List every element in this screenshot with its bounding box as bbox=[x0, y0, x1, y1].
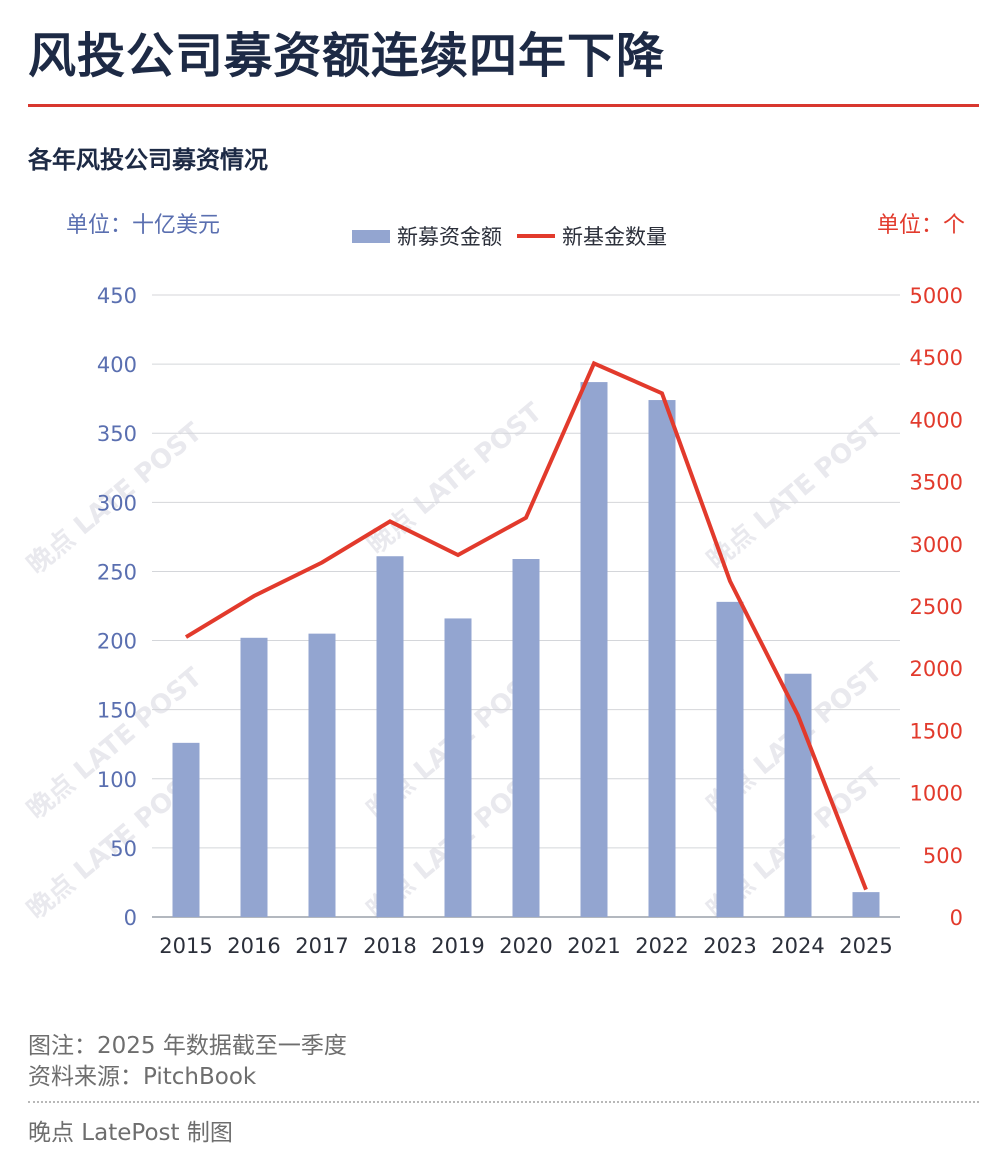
legend-label-bar: 新募资金额 bbox=[397, 225, 502, 249]
title-divider bbox=[28, 104, 979, 107]
x-tick-label: 2016 bbox=[227, 934, 280, 958]
axes: 0501001502002503003504004500500100015002… bbox=[66, 213, 965, 958]
x-tick-label: 2019 bbox=[431, 934, 484, 958]
credit-line: 晚点 LatePost 制图 bbox=[28, 1120, 233, 1146]
left-tick-label: 100 bbox=[97, 768, 137, 792]
right-tick-label: 0 bbox=[950, 906, 963, 930]
bar-2025 bbox=[852, 892, 880, 917]
right-tick-label: 3500 bbox=[910, 471, 963, 495]
watermark-text: 晚点 LATE POST bbox=[701, 411, 888, 575]
right-tick-label: 2000 bbox=[910, 657, 963, 681]
left-tick-label: 400 bbox=[97, 353, 137, 377]
x-tick-label: 2017 bbox=[295, 934, 348, 958]
bar-2021 bbox=[580, 382, 608, 917]
bar-series bbox=[172, 382, 880, 917]
bar-2015 bbox=[172, 742, 200, 917]
legend-bar-swatch bbox=[352, 230, 390, 243]
x-tick-label: 2023 bbox=[703, 934, 756, 958]
bar-2023 bbox=[716, 601, 744, 917]
left-tick-label: 250 bbox=[97, 560, 137, 584]
left-tick-label: 300 bbox=[97, 491, 137, 515]
bar-2016 bbox=[240, 637, 268, 917]
line-series bbox=[184, 360, 868, 891]
left-tick-label: 150 bbox=[97, 699, 137, 723]
x-tick-label: 2024 bbox=[771, 934, 824, 958]
left-axis-unit: 单位：十亿美元 bbox=[66, 213, 220, 238]
bar-2019 bbox=[444, 618, 472, 917]
legend: 新募资金额 新基金数量 bbox=[352, 225, 667, 249]
right-tick-label: 1000 bbox=[910, 782, 963, 806]
left-tick-label: 50 bbox=[110, 837, 137, 861]
x-tick-label: 2021 bbox=[567, 934, 620, 958]
right-tick-label: 4500 bbox=[910, 346, 963, 370]
left-tick-label: 0 bbox=[124, 906, 137, 930]
page-title: 风投公司募资额连续四年下降 bbox=[28, 28, 666, 84]
left-tick-label: 450 bbox=[97, 284, 137, 308]
bar-2022 bbox=[648, 400, 676, 917]
bar-2018 bbox=[376, 556, 404, 917]
left-tick-label: 350 bbox=[97, 422, 137, 446]
right-tick-label: 500 bbox=[923, 844, 963, 868]
footnote: 图注：2025 年数据截至一季度 bbox=[28, 1033, 347, 1059]
right-axis-unit: 单位：个 bbox=[877, 213, 965, 238]
x-tick-label: 2018 bbox=[363, 934, 416, 958]
bar-2020 bbox=[512, 559, 540, 917]
right-tick-label: 5000 bbox=[910, 284, 963, 308]
bar-2024 bbox=[784, 673, 812, 917]
right-tick-label: 1500 bbox=[910, 719, 963, 743]
watermark-text: 晚点 LATE POST bbox=[361, 396, 548, 560]
right-tick-label: 2500 bbox=[910, 595, 963, 619]
legend-label-line: 新基金数量 bbox=[562, 225, 667, 249]
source-note: 资料来源：PitchBook bbox=[28, 1064, 257, 1090]
chart-subtitle: 各年风投公司募资情况 bbox=[28, 146, 268, 174]
right-tick-label: 4000 bbox=[910, 408, 963, 432]
x-tick-label: 2015 bbox=[159, 934, 212, 958]
x-tick-label: 2020 bbox=[499, 934, 552, 958]
right-tick-label: 3000 bbox=[910, 533, 963, 557]
left-tick-label: 200 bbox=[97, 630, 137, 654]
bar-2017 bbox=[308, 633, 336, 917]
x-tick-label: 2025 bbox=[839, 934, 892, 958]
footer-divider bbox=[28, 1101, 979, 1103]
x-tick-label: 2022 bbox=[635, 934, 688, 958]
